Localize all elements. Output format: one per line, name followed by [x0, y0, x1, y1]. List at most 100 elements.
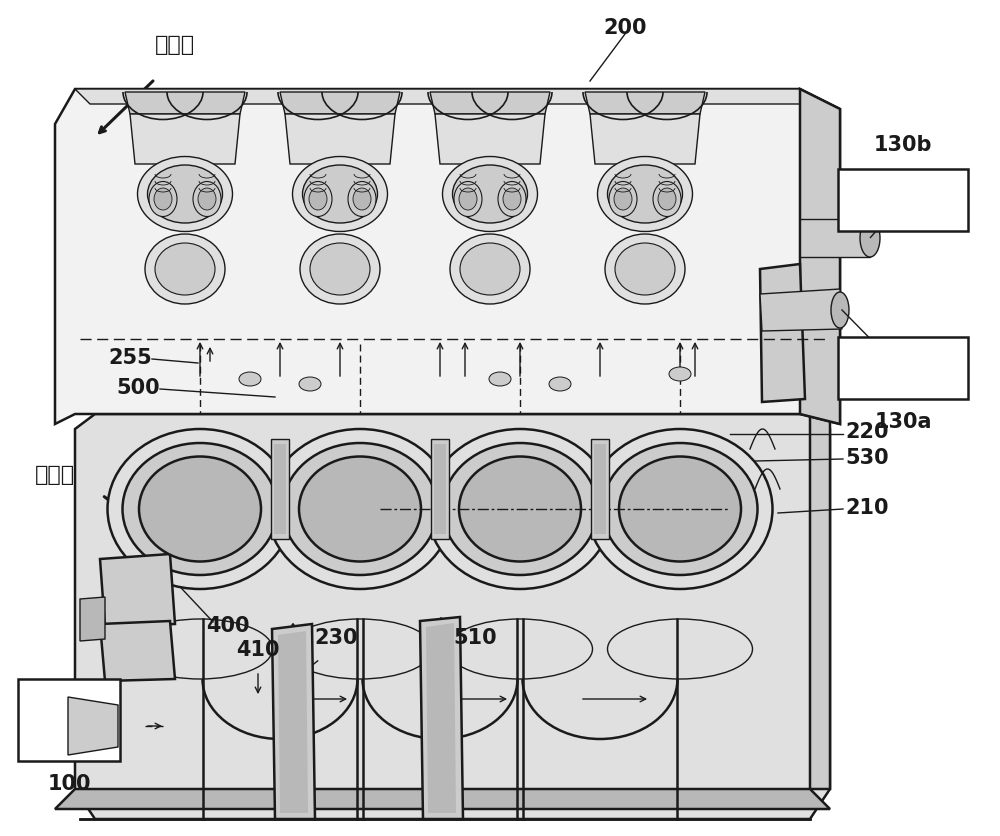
Polygon shape — [100, 554, 175, 627]
Ellipse shape — [304, 182, 332, 217]
Polygon shape — [760, 289, 842, 332]
Ellipse shape — [239, 373, 261, 386]
Polygon shape — [426, 624, 456, 813]
Ellipse shape — [658, 189, 676, 211]
Ellipse shape — [588, 430, 772, 589]
Ellipse shape — [459, 457, 581, 562]
Ellipse shape — [128, 619, 272, 679]
Ellipse shape — [292, 157, 388, 232]
Ellipse shape — [608, 619, 753, 679]
Polygon shape — [80, 597, 105, 641]
Ellipse shape — [154, 189, 172, 211]
Ellipse shape — [288, 619, 432, 679]
Ellipse shape — [608, 166, 682, 224]
Ellipse shape — [602, 443, 758, 575]
Ellipse shape — [498, 182, 526, 217]
Polygon shape — [271, 440, 289, 539]
Ellipse shape — [309, 189, 327, 211]
Polygon shape — [431, 440, 449, 539]
Text: 100: 100 — [47, 773, 91, 793]
FancyBboxPatch shape — [838, 170, 968, 232]
Ellipse shape — [598, 157, 692, 232]
Ellipse shape — [310, 244, 370, 296]
Polygon shape — [585, 93, 705, 115]
FancyBboxPatch shape — [838, 338, 968, 400]
Ellipse shape — [145, 235, 225, 304]
Ellipse shape — [549, 378, 571, 391]
Ellipse shape — [155, 244, 215, 296]
Polygon shape — [272, 624, 315, 819]
Polygon shape — [800, 220, 870, 257]
Ellipse shape — [139, 457, 261, 562]
Text: 530: 530 — [845, 447, 889, 467]
Polygon shape — [430, 93, 550, 115]
Polygon shape — [125, 93, 245, 115]
Polygon shape — [285, 115, 395, 165]
Ellipse shape — [503, 189, 521, 211]
Polygon shape — [55, 789, 830, 809]
Ellipse shape — [609, 182, 637, 217]
Ellipse shape — [149, 182, 177, 217]
Polygon shape — [274, 445, 286, 534]
Polygon shape — [68, 697, 118, 755]
Ellipse shape — [619, 457, 741, 562]
Text: 510: 510 — [453, 627, 497, 647]
Ellipse shape — [428, 430, 612, 589]
Polygon shape — [278, 631, 308, 813]
Text: 400: 400 — [206, 615, 250, 635]
Text: 255: 255 — [108, 348, 152, 368]
Ellipse shape — [450, 235, 530, 304]
Ellipse shape — [860, 220, 880, 257]
Ellipse shape — [108, 430, 292, 589]
Ellipse shape — [831, 293, 849, 329]
Ellipse shape — [299, 378, 321, 391]
Ellipse shape — [198, 189, 216, 211]
Polygon shape — [130, 115, 240, 165]
Ellipse shape — [448, 619, 592, 679]
Ellipse shape — [605, 235, 685, 304]
Text: 500: 500 — [116, 378, 160, 398]
Ellipse shape — [653, 182, 681, 217]
Polygon shape — [810, 400, 830, 789]
Ellipse shape — [442, 443, 598, 575]
FancyBboxPatch shape — [18, 679, 120, 761]
Ellipse shape — [459, 189, 477, 211]
Text: 130a: 130a — [874, 411, 932, 431]
Text: 排出側: 排出側 — [155, 35, 195, 55]
Ellipse shape — [452, 166, 528, 224]
Polygon shape — [100, 621, 175, 681]
Ellipse shape — [353, 189, 371, 211]
Ellipse shape — [454, 182, 482, 217]
Ellipse shape — [302, 166, 378, 224]
Ellipse shape — [299, 457, 421, 562]
Ellipse shape — [614, 189, 632, 211]
Ellipse shape — [300, 235, 380, 304]
Polygon shape — [435, 115, 545, 165]
Polygon shape — [594, 445, 606, 534]
Polygon shape — [75, 90, 840, 110]
Ellipse shape — [615, 244, 675, 296]
Text: 200: 200 — [603, 18, 647, 38]
Polygon shape — [280, 93, 400, 115]
Polygon shape — [420, 617, 463, 819]
Ellipse shape — [283, 443, 438, 575]
Polygon shape — [590, 115, 700, 165]
Text: 410: 410 — [236, 640, 280, 660]
Text: 210: 210 — [845, 497, 889, 517]
Ellipse shape — [193, 182, 221, 217]
Ellipse shape — [148, 166, 222, 224]
Text: 230: 230 — [314, 627, 358, 647]
Ellipse shape — [460, 244, 520, 296]
Polygon shape — [800, 90, 840, 425]
Ellipse shape — [442, 157, 538, 232]
Ellipse shape — [138, 157, 232, 232]
Polygon shape — [55, 90, 840, 425]
Ellipse shape — [268, 430, 452, 589]
Text: 入口側: 入口側 — [35, 465, 75, 484]
Polygon shape — [760, 265, 805, 402]
Ellipse shape — [669, 368, 691, 381]
Text: 130b: 130b — [874, 135, 932, 155]
Polygon shape — [434, 445, 446, 534]
Ellipse shape — [489, 373, 511, 386]
Polygon shape — [591, 440, 609, 539]
